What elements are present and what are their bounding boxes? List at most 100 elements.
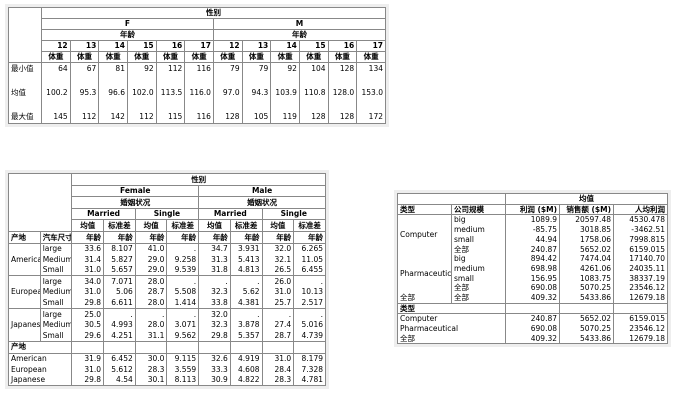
table-row: Female Male	[9, 184, 326, 198]
table-cell: 92	[270, 62, 300, 75]
table-row: American 31.9 6.452 30.0 9.115 32.6 4.919 31.0 8…	[7, 352, 326, 365]
table-cell: 4.781	[293, 374, 326, 387]
table-cell: 25.0	[71, 308, 105, 320]
table-cell: 67	[69, 62, 100, 75]
table-cell: 5070.25	[559, 323, 614, 334]
table-cell: 5.62	[229, 286, 263, 298]
summary-label: 全部	[397, 333, 506, 345]
table-cell: 28.0	[134, 275, 168, 287]
table-cell: .	[166, 242, 200, 255]
stat-header: 均值	[261, 219, 295, 232]
table-cell: -3462.51	[613, 225, 668, 235]
age-header: 12	[41, 40, 71, 52]
table-row: 最大值 145 112 142 112 115 116 128 105 119 128 128 172	[8, 111, 386, 124]
table-cell: 5.413	[229, 254, 263, 265]
table-row: 年龄 年龄	[9, 29, 387, 41]
table-cell: 698.98	[505, 263, 560, 274]
measure-header: 体重	[270, 51, 300, 63]
table-cell: 31.0	[261, 352, 295, 365]
table-cell: 1083.75	[559, 273, 614, 284]
table-cell: 29.0	[134, 264, 168, 276]
stat-header: 标准差	[229, 219, 263, 232]
age-header: 17	[356, 40, 386, 52]
table-cell: 97.0	[212, 87, 243, 99]
row-label	[8, 75, 42, 87]
table-cell	[126, 75, 157, 87]
table-cell	[356, 99, 386, 111]
table-cell: 3.559	[166, 364, 200, 375]
summary-label: Computer	[397, 313, 506, 324]
table-cell: -85.75	[505, 225, 560, 235]
table-cell	[184, 75, 214, 87]
age-header: 13	[69, 40, 100, 52]
size-label: Small	[39, 330, 73, 342]
table-cell: 94.3	[241, 87, 272, 99]
table-cell: 29.8	[198, 330, 231, 342]
table-cell: 29.6	[71, 330, 105, 342]
table-cell: 31.0	[71, 364, 105, 375]
table-cell: 112	[155, 62, 186, 75]
group-header: Female	[71, 184, 200, 198]
row-label: 均值	[8, 87, 42, 99]
table-cell: 5.827	[103, 254, 136, 265]
table-cell: 4.381	[229, 297, 263, 309]
table-cell: 4530.478	[613, 214, 668, 226]
table-cell	[356, 75, 386, 87]
table-cell	[41, 75, 71, 87]
table-row: 全部 409.32 5433.86 12679.18	[397, 333, 668, 345]
table-cell	[241, 75, 272, 87]
type-label: Computer	[397, 214, 452, 255]
table-row: 产地 汽车尺寸 年龄 年龄 年龄 年龄 年龄 年龄 年龄 年龄	[8, 230, 326, 244]
table-cell: 4.813	[229, 264, 263, 276]
table-row: European 31.0 5.612 28.3 3.559 33.3 4.608 28.4 7…	[7, 364, 326, 375]
table-row: Americanlarge33.68.10741.0.34.73.93132.0…	[8, 242, 326, 276]
group-header: Male	[198, 184, 326, 198]
column-header: 销售额 ($M)	[559, 203, 614, 216]
table-cell: 8.179	[293, 352, 326, 365]
table-cell: 12679.18	[613, 292, 668, 304]
table-cell: 31.3	[198, 254, 231, 265]
table-row: 婚姻状况 婚姻状况	[9, 196, 326, 209]
table-cell	[155, 75, 186, 87]
table-cell: 8.107	[103, 242, 136, 255]
table-cell: 5.06	[103, 286, 136, 298]
table-cell: 4.251	[103, 330, 136, 342]
subgroup-header: 年龄	[41, 29, 214, 41]
table-cell: 32.6	[198, 352, 231, 365]
table-cell: 26.5	[261, 264, 295, 276]
stub-header	[397, 193, 506, 205]
table-cell: 3.878	[229, 319, 263, 331]
table-cell: 3.071	[166, 319, 200, 331]
profit-by-type-size-table: 均值 类型 公司规模 利润 ($M) 销售额 ($M) 人均利润 Computer big 10…	[394, 189, 671, 348]
row-label	[8, 99, 42, 111]
table-cell: 30.9	[198, 374, 231, 387]
table-cell: 894.42	[505, 254, 560, 264]
measure-header: 体重	[155, 51, 186, 63]
table-cell: 113.5	[155, 87, 186, 99]
table-cell	[298, 75, 329, 87]
table-cell: 5070.25	[559, 283, 614, 293]
size-label: medium	[451, 263, 506, 274]
table-cell: 17140.70	[613, 254, 668, 264]
table-cell: 31.0	[71, 264, 105, 276]
measure-header: 年龄	[229, 230, 263, 244]
table-row: 最小值 64 67 81 92 112 116 79 79 92 104 128 134	[8, 62, 386, 75]
table-row: 均值	[397, 193, 668, 205]
table-cell: 7998.815	[613, 234, 668, 245]
table-cell: 128	[212, 111, 243, 124]
table-cell: 119	[270, 111, 300, 124]
measure-header: 年龄	[261, 230, 295, 244]
summary-header: 产地	[7, 340, 73, 354]
measure-header: 体重	[69, 51, 100, 63]
table-cell: 5433.86	[559, 292, 614, 304]
table-cell: 128.0	[327, 87, 358, 99]
table-row: Small 29.6 4.251 31.1 9.562 29.8 5.357 28.7 4.73…	[9, 330, 326, 342]
table-cell: .	[261, 308, 295, 320]
table-cell: 24035.11	[613, 263, 668, 274]
table-cell: 38337.19	[613, 273, 668, 284]
column-group-header: 性别	[71, 173, 326, 186]
table-cell: 23546.12	[613, 283, 668, 293]
table-cell: 4.739	[293, 330, 326, 342]
status-header: Married	[71, 207, 136, 221]
table-cell: 9.115	[166, 352, 200, 365]
